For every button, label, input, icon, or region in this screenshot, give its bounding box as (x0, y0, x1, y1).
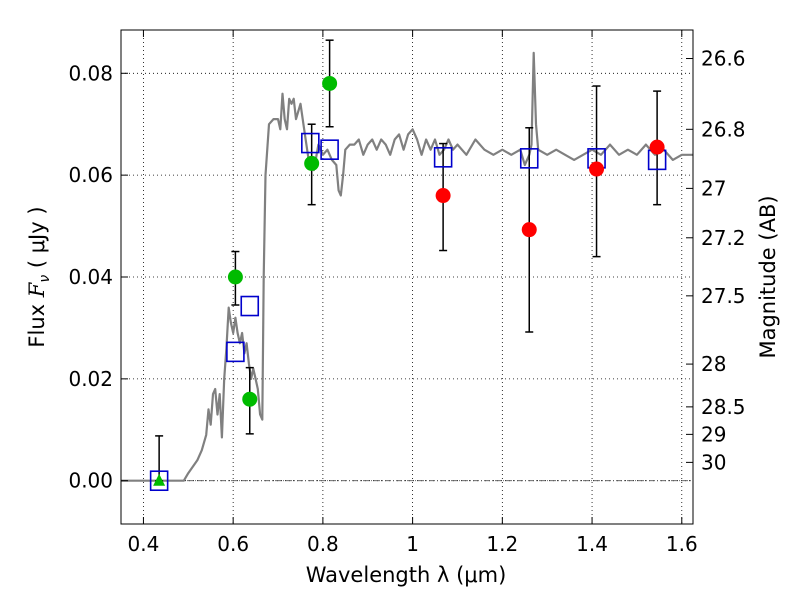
model-photometry-square (519, 148, 539, 169)
observed-point-green (242, 391, 258, 407)
x-tick-label: 0.4 (128, 532, 160, 556)
y2-tick-label: 27.5 (701, 284, 746, 308)
y-tick-label: 0.02 (68, 367, 113, 391)
y-tick-label: 0.04 (68, 265, 113, 289)
model-photometry-square (149, 470, 169, 492)
y-axis-label-var: F (25, 281, 49, 298)
model-photometry-square (320, 139, 339, 160)
upper-limit-triangle (153, 473, 166, 486)
observed-point-red (435, 188, 451, 204)
model-photometry-square (240, 295, 260, 317)
observed-point-red (649, 139, 665, 155)
x-tick-label: 0.8 (307, 532, 339, 556)
x-tick-label: 1.2 (486, 532, 518, 556)
sed-model-line (121, 51, 693, 482)
x-tick-label: 0.6 (217, 532, 249, 556)
y-tick-label: 0.08 (68, 61, 113, 85)
axes: 0.00 0.02 0.04 0.06 0.08 0.4 0.6 0.8 1 1.2 1.4 1.6 2… (68, 30, 746, 556)
model-photometry-square (301, 132, 320, 154)
y-axis-label-sub: ν (37, 275, 53, 283)
y-axis-label-suffix: ( μJy ) (25, 206, 49, 274)
plot-frame (120, 29, 694, 525)
observed-point-green (227, 269, 243, 285)
y2-tick-label: 26.8 (701, 117, 746, 141)
y-axis-label-prefix: Flux (25, 297, 49, 347)
x-axis-label: Wavelength λ (μm) (306, 563, 507, 587)
observed-point-green (304, 155, 320, 171)
x-tick-label: 1.6 (666, 532, 698, 556)
observed-point-red (589, 161, 605, 177)
x-tick-label: 1.4 (576, 532, 608, 556)
x-tick-label: 1 (406, 532, 419, 556)
y2-tick-label: 26.6 (701, 47, 746, 71)
y-axis-label: Flux Fν ( μJy ) (25, 206, 53, 347)
y-tick-label: 0.00 (68, 469, 113, 493)
y2-tick-label: 27 (701, 176, 726, 200)
y-tick-label: 0.06 (68, 163, 113, 187)
model-photometry-square (226, 341, 245, 363)
y2-tick-label: 28.5 (701, 395, 746, 419)
model-photometry-square (433, 147, 453, 168)
y2-tick-label: 30 (701, 450, 726, 474)
plot-area (121, 39, 693, 492)
observed-point-red (521, 222, 537, 238)
grid (121, 30, 693, 524)
y2-tick-label: 27.2 (701, 226, 746, 250)
y2-axis-label: Magnitude (AB) (756, 195, 780, 358)
observed-point-green (322, 75, 338, 91)
y2-tick-label: 28 (701, 352, 726, 376)
y2-tick-label: 29 (701, 422, 726, 446)
